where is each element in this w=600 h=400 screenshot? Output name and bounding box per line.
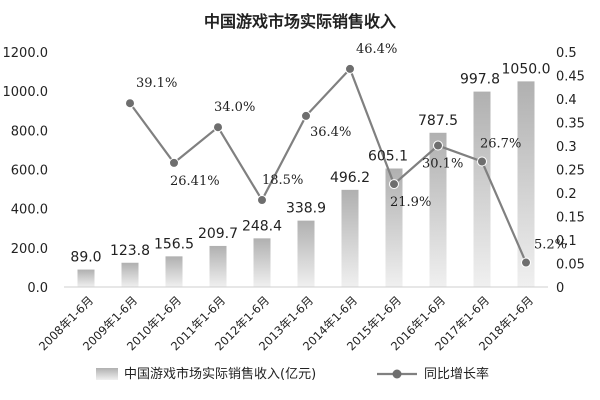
y-right-tick-label: 0.05 (556, 258, 585, 273)
growth-rate-label: 30.1% (422, 157, 463, 172)
bar-value-label: 89.0 (70, 250, 101, 266)
y-left-tick-label: 200.0 (11, 242, 48, 257)
bar-value-label: 605.1 (368, 149, 408, 165)
bar (166, 256, 183, 287)
y-right-tick-label: 0.15 (556, 211, 585, 226)
growth-rate-label: 5.2% (534, 238, 567, 253)
y-left-tick-label: 1200.0 (3, 46, 49, 61)
bar (518, 81, 535, 287)
growth-rate-point (434, 141, 443, 150)
y-left-tick-label: 400.0 (11, 203, 48, 218)
y-left-tick-label: 600.0 (11, 164, 48, 179)
y-right-tick-label: 0.3 (556, 140, 577, 155)
y-right-tick-label: 0.35 (556, 117, 585, 132)
y-right-tick-label: 0.5 (556, 46, 577, 61)
y-right-tick-label: 0.2 (556, 187, 577, 202)
growth-rate-point (478, 157, 487, 166)
growth-rate-point (522, 258, 531, 267)
y-left-tick-label: 1000.0 (3, 85, 49, 100)
growth-rate-label: 46.4% (356, 42, 397, 57)
growth-rate-point (170, 158, 179, 167)
growth-rate-label: 34.0% (214, 100, 255, 115)
growth-rate-point (346, 64, 355, 73)
bar (474, 92, 491, 287)
bar-value-label: 997.8 (460, 72, 500, 88)
bar-value-label: 248.4 (242, 218, 282, 234)
legend-line-label: 同比增长率 (424, 366, 489, 382)
legend-line-marker (393, 370, 402, 379)
growth-rate-line (130, 69, 526, 263)
growth-rate-label: 26.41% (170, 174, 220, 189)
y-right-tick-label: 0 (556, 281, 564, 296)
bar (342, 190, 359, 287)
growth-rate-label: 36.4% (310, 125, 351, 140)
bar-value-label: 496.2 (330, 170, 370, 186)
bar (298, 221, 315, 287)
growth-rate-label: 18.5% (262, 173, 303, 188)
bar (122, 263, 139, 287)
y-left-tick-label: 0.0 (27, 281, 48, 296)
y-right-tick-label: 0.45 (556, 70, 585, 85)
growth-rate-label: 26.7% (480, 137, 521, 152)
bar (210, 246, 227, 287)
growth-rate-point (214, 123, 223, 132)
bar-value-label: 787.5 (418, 113, 458, 129)
legend-bar-swatch (96, 368, 118, 380)
growth-rate-label: 21.9% (390, 195, 431, 210)
y-left-tick-label: 800.0 (11, 124, 48, 139)
legend-bar-label: 中国游戏市场实际销售收入(亿元) (124, 366, 316, 382)
y-right-tick-label: 0.25 (556, 164, 585, 179)
bar-value-label: 209.7 (198, 226, 238, 242)
bar (78, 270, 95, 287)
bar (254, 238, 271, 287)
bar-value-label: 123.8 (110, 243, 150, 259)
y-right-tick-label: 0.4 (556, 93, 577, 108)
bar-value-label: 156.5 (154, 236, 194, 252)
bar-value-label: 338.9 (286, 201, 326, 217)
growth-rate-label: 39.1% (136, 76, 177, 91)
bar-value-label: 1050.0 (502, 61, 551, 77)
growth-rate-point (126, 99, 135, 108)
growth-rate-point (390, 180, 399, 189)
growth-rate-point (302, 111, 311, 120)
growth-rate-point (258, 196, 267, 205)
